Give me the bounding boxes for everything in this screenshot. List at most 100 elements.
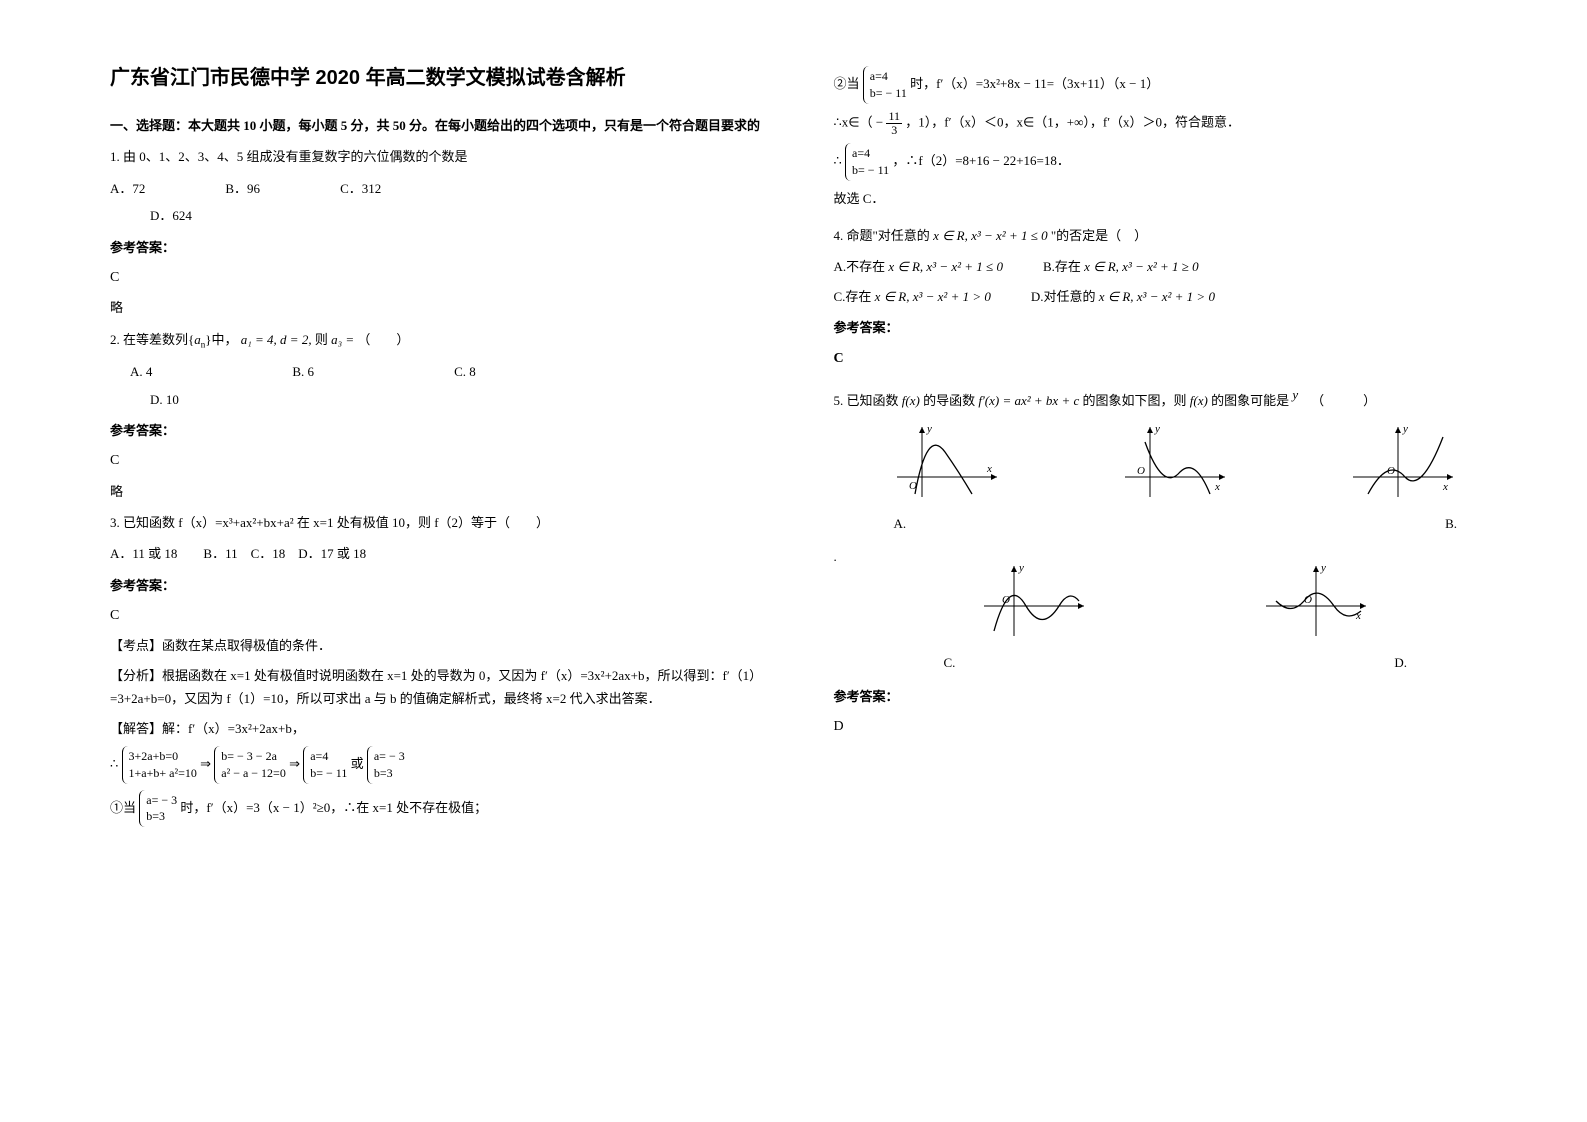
q2-a3: a₃ = bbox=[331, 332, 354, 347]
q3-p3: 【解答】解：f′（x）=3x²+2ax+b， bbox=[110, 717, 794, 740]
q4-C-pre: C.存在 bbox=[834, 289, 875, 304]
q5-optC: C. bbox=[944, 651, 956, 674]
q1-optB: B．96 bbox=[225, 177, 260, 200]
q5-pre: 5. 已知函数 bbox=[834, 393, 902, 408]
q1-ans-label: 参考答案： bbox=[110, 236, 794, 259]
title: 广东省江门市民德中学 2020 年高二数学文模拟试卷含解析 bbox=[110, 60, 794, 96]
q3-frac: 11 3 bbox=[886, 110, 902, 137]
q4-pre: 4. 命题"对任意的 bbox=[834, 228, 934, 243]
q1-opts-row2: D．624 bbox=[150, 204, 794, 227]
q5-ans: D bbox=[834, 714, 1518, 739]
svg-text:y: y bbox=[926, 423, 932, 435]
q4-row1: A.不存在 x ∈ R, x³ − x² + 1 ≤ 0 B.存在 x ∈ R,… bbox=[834, 255, 1518, 278]
q3-arrow1: ⇒ bbox=[200, 756, 211, 771]
q4-cond: x ∈ R, x³ − x² + 1 ≤ 0 bbox=[933, 228, 1048, 243]
q3-opts: A．11 或 18 B．11 C．18 D．17 或 18 bbox=[110, 542, 794, 565]
q3-case1a: a= − 3 bbox=[146, 793, 177, 807]
q2-opts-row1: A. 4 B. 6 C. 8 bbox=[130, 360, 794, 383]
q3-case2: ②当 a=4 b= − 11 时，f′（x）=3x²+8x − 11=（3x+1… bbox=[834, 66, 1518, 104]
q2-mid: }中， bbox=[205, 332, 237, 347]
q5-mid2: 的图象如下图，则 bbox=[1079, 393, 1190, 408]
q2-pre: 2. 在等差数列{ bbox=[110, 332, 194, 347]
q4-stem: 4. 命题"对任意的 x ∈ R, x³ − x² + 1 ≤ 0 "的否定是（… bbox=[834, 224, 1518, 247]
q2-blank: （ ） bbox=[357, 332, 409, 347]
q4-A-pre: A.不存在 bbox=[834, 259, 889, 274]
q3-p1: 【考点】函数在某点取得极值的条件． bbox=[110, 634, 794, 657]
q4-row2: C.存在 x ∈ R, x³ − x² + 1 > 0 D.对任意的 x ∈ R… bbox=[834, 285, 1518, 308]
q5-graph-D: O x y bbox=[1256, 561, 1376, 641]
svg-text:O: O bbox=[1137, 465, 1145, 477]
q3-case2-post: 时，f′（x）=3x²+8x − 11=（3x+11）（x − 1） bbox=[910, 76, 1159, 91]
q3-sys3: a=4 b= − 11 bbox=[303, 746, 347, 784]
q2-optC: C. 8 bbox=[454, 360, 476, 383]
left-column: 广东省江门市民德中学 2020 年高二数学文模拟试卷含解析 一、选择题：本大题共… bbox=[90, 60, 814, 1082]
q3-sys2: b= − 3 − 2a a² − a − 12=0 bbox=[214, 746, 286, 784]
q3-ans-label: 参考答案： bbox=[110, 574, 794, 597]
q3-frac-den: 3 bbox=[886, 124, 902, 137]
svg-text:y: y bbox=[1320, 562, 1326, 574]
q3-sys3b: b= − 11 bbox=[310, 766, 347, 780]
q3-line3-sys: a=4 b= − 11 bbox=[845, 143, 889, 181]
q4-A-cond: x ∈ R, x³ − x² + 1 ≤ 0 bbox=[888, 259, 1003, 274]
svg-text:x: x bbox=[1442, 481, 1448, 493]
q2-post: 则 bbox=[315, 332, 328, 347]
q1-optA: A．72 bbox=[110, 177, 145, 200]
right-column: ②当 a=4 b= − 11 时，f′（x）=3x²+8x − 11=（3x+1… bbox=[814, 60, 1538, 1082]
q3-case2-pre: ②当 bbox=[834, 76, 860, 91]
q3-case1-pre: ①当 bbox=[110, 799, 136, 814]
q1-ans: C bbox=[110, 265, 794, 290]
spacer: . bbox=[834, 545, 1518, 551]
q4-C: C.存在 x ∈ R, x³ − x² + 1 > 0 bbox=[834, 285, 991, 308]
q3-case1: ①当 a= − 3 b=3 时，f′（x）=3（x − 1）²≥0，∴在 x=1… bbox=[110, 790, 794, 828]
q2-optA: A. 4 bbox=[130, 360, 152, 383]
q4-ans-label: 参考答案： bbox=[834, 316, 1518, 339]
svg-text:y: y bbox=[1402, 423, 1408, 435]
q3-sys3a: a=4 bbox=[310, 749, 328, 763]
q4-C-cond: x ∈ R, x³ − x² + 1 > 0 bbox=[875, 289, 991, 304]
q2-stem: 2. 在等差数列{an}中， a₁ = 4, d = 2, 则 a₃ = （ ） bbox=[110, 328, 794, 353]
q3-sys4b: b=3 bbox=[374, 766, 393, 780]
q5-row1-labels: A. B. bbox=[834, 512, 1518, 535]
q3-arrow2: ⇒ bbox=[289, 756, 300, 771]
q3-line2a: ∴x∈（ bbox=[834, 114, 873, 129]
q3-systems: ∴ 3+2a+b=0 1+a+b+ a²=10 ⇒ b= − 3 − 2a a²… bbox=[110, 746, 794, 784]
q4-A: A.不存在 x ∈ R, x³ − x² + 1 ≤ 0 bbox=[834, 255, 1003, 278]
q5-graph-C: O y bbox=[974, 561, 1094, 641]
svg-text:x: x bbox=[986, 463, 992, 475]
q3-sys1b: 1+a+b+ a²=10 bbox=[129, 766, 197, 780]
q3-case1-post: 时，f′（x）=3（x − 1）²≥0，∴在 x=1 处不存在极值； bbox=[180, 799, 487, 814]
q3-or: 或 bbox=[351, 756, 364, 771]
q5-yvar: y bbox=[1292, 387, 1298, 402]
q2-optD: D. 10 bbox=[150, 388, 179, 411]
q2-opts-row2: D. 10 bbox=[150, 388, 794, 411]
q3-sys4: a= − 3 b=3 bbox=[367, 746, 405, 784]
q2-ans-label: 参考答案： bbox=[110, 419, 794, 442]
q4-B: B.存在 x ∈ R, x³ − x² + 1 ≥ 0 bbox=[1043, 255, 1199, 278]
q1-note: 略 bbox=[110, 296, 794, 319]
q5-fx: f(x) bbox=[902, 393, 920, 408]
q5-stem: 5. 已知函数 f(x) 的导函数 f′(x) = ax² + bx + c 的… bbox=[834, 389, 1518, 412]
q2-cond: a₁ = 4, d = 2, bbox=[241, 332, 312, 347]
q5-mid1: 的导函数 bbox=[920, 393, 979, 408]
q5-fpx: f′(x) = ax² + bx + c bbox=[978, 393, 1079, 408]
q1-opts-row1: A．72 B．96 C．312 bbox=[110, 177, 794, 200]
q5-graph-row2: O y O x y bbox=[834, 561, 1518, 641]
q3-line3a: a=4 bbox=[852, 146, 870, 160]
q5-graph-ref3: O x y bbox=[1343, 422, 1463, 502]
q3-line3-pre: ∴ bbox=[834, 153, 842, 168]
svg-text:x: x bbox=[1214, 481, 1220, 493]
q4-ans: C bbox=[834, 346, 1518, 371]
q3-frac-neg: − bbox=[876, 114, 883, 129]
q3-p2: 【分析】根据函数在 x=1 处有极值时说明函数在 x=1 处的导数为 0，又因为… bbox=[110, 664, 794, 711]
q1-stem: 1. 由 0、1、2、3、4、5 组成没有重复数字的六位偶数的个数是 bbox=[110, 145, 794, 168]
q3-line3-post: ，∴f（2）=8+16 − 22+16=18． bbox=[892, 153, 1070, 168]
q3-sys1a: 3+2a+b=0 bbox=[129, 749, 179, 763]
q3-ans: C bbox=[110, 603, 794, 628]
q5-fx2: f(x) bbox=[1190, 393, 1208, 408]
q3-sys2a: b= − 3 − 2a bbox=[221, 749, 277, 763]
section1-head: 一、选择题：本大题共 10 小题，每小题 5 分，共 50 分。在每小题给出的四… bbox=[110, 114, 794, 137]
q5-post: 的图象可能是 bbox=[1208, 393, 1293, 408]
q3-case1-sys: a= − 3 b=3 bbox=[139, 790, 177, 828]
q3-sys2b: a² − a − 12=0 bbox=[221, 766, 286, 780]
q5-ans-label: 参考答案： bbox=[834, 685, 1518, 708]
